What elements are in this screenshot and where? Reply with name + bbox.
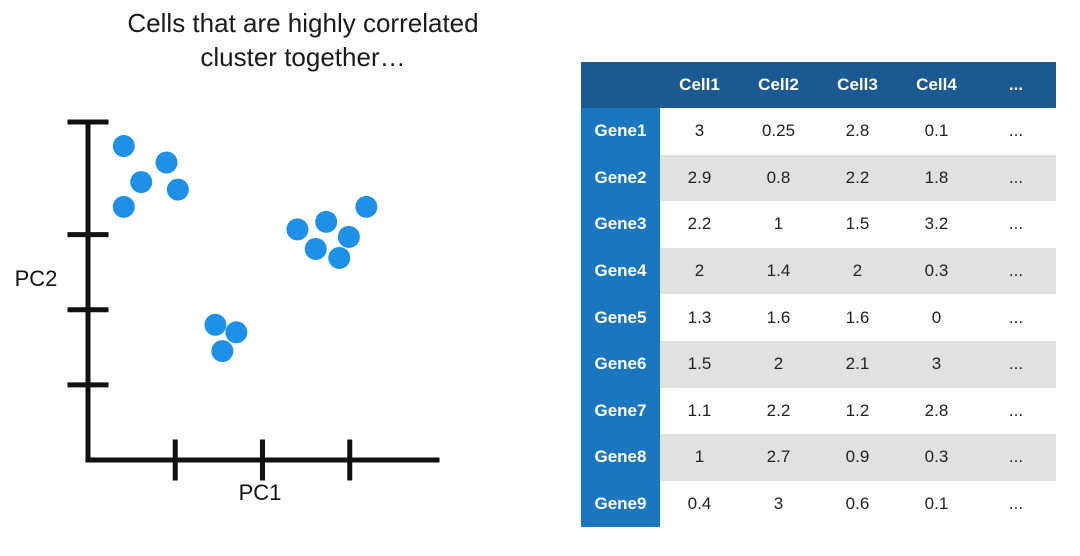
table-row: Gene5 1.3 1.6 1.6 0... (581, 294, 1056, 341)
table-cell: ... (976, 154, 1056, 202)
table-cell: 0.4 (660, 480, 739, 528)
table-cell: ... (976, 294, 1056, 341)
table-cell: 2 (818, 247, 897, 295)
table-corner-cell (581, 62, 660, 108)
table-cell: 2.9 (660, 154, 739, 202)
table-cell: 3.2 (897, 201, 976, 248)
table-cell: 0.6 (818, 480, 897, 528)
table-cell: 1.6 (739, 294, 818, 341)
row-header-5: Gene5 (581, 294, 660, 341)
row-header-9: Gene9 (581, 480, 660, 528)
table-cell: 0.9 (818, 434, 897, 481)
row-header-2: Gene2 (581, 154, 660, 202)
table-cell: 1.2 (818, 387, 897, 435)
table-cell: ... (976, 434, 1056, 481)
table-cell: ... (976, 201, 1056, 248)
cell-point-3 (130, 171, 153, 194)
scatter-points (112, 135, 378, 363)
headline-line-2: cluster together… (200, 42, 406, 72)
cell-point-13 (225, 321, 248, 344)
y-axis-label: PC2 (15, 266, 58, 291)
table-cell: 0 (897, 294, 976, 341)
table-cell: 2 (660, 247, 739, 295)
table-cell: ... (976, 387, 1056, 435)
cell-point-4 (166, 178, 189, 201)
cell-point-1 (112, 135, 135, 158)
table-cell: 2.1 (818, 340, 897, 388)
row-header-3: Gene3 (581, 201, 660, 248)
table-row: Gene3 2.2 1 1.5 3.2... (581, 201, 1056, 248)
table-cell: 0.1 (897, 480, 976, 528)
cell-point-14 (211, 340, 234, 363)
column-header-1: Cell1 (660, 62, 739, 108)
cell-point-10 (304, 237, 327, 260)
column-header-5: ... (976, 62, 1056, 108)
row-header-6: Gene6 (581, 340, 660, 388)
table-cell: 0.3 (897, 434, 976, 481)
table-row: Gene8 1 2.7 0.9 0.3... (581, 434, 1056, 481)
cell-point-8 (286, 218, 309, 241)
cell-point-12 (204, 313, 227, 336)
table-cell: 1.3 (660, 294, 739, 341)
cell-point-5 (112, 195, 135, 218)
cell-point-9 (337, 225, 360, 248)
table-cell: 1.5 (660, 340, 739, 388)
table-header-row: Cell1 Cell2 Cell3 Cell4... (581, 62, 1056, 108)
table-cell: 1.8 (897, 154, 976, 202)
table-cell: 2.2 (660, 201, 739, 248)
table-cell: ... (976, 480, 1056, 528)
table-cell: ... (976, 340, 1056, 388)
table-cell: ... (976, 108, 1056, 155)
headline: Cells that are highly correlated cluster… (88, 6, 518, 74)
table-row: Gene9 0.4 3 0.6 0.1... (581, 480, 1056, 528)
table-cell: 2.2 (818, 154, 897, 202)
table-row: Gene4 2 1.4 2 0.3... (581, 247, 1056, 295)
table-cell: 2.8 (897, 387, 976, 435)
table-cell: 1.5 (818, 201, 897, 248)
cell-point-6 (355, 195, 378, 218)
table-row: Gene1 3 0.25 2.8 0.1... (581, 108, 1056, 155)
table-cell: 3 (897, 340, 976, 388)
axes (67, 119, 440, 481)
table-cell: 1.4 (739, 247, 818, 295)
gene-expression-table-container: Cell1 Cell2 Cell3 Cell4... Gene1 3 0.25 2.8 0.1… (581, 62, 1056, 528)
table-cell: 2.7 (739, 434, 818, 481)
table-cell: 3 (739, 480, 818, 528)
table-body: Gene1 3 0.25 2.8 0.1... Gene2 2.9 0.8 2.2 1.8... G… (581, 108, 1056, 528)
table-cell: 2.8 (818, 108, 897, 155)
row-header-8: Gene8 (581, 434, 660, 481)
cell-point-11 (328, 246, 351, 269)
pca-scatter-plot: PC1 PC2 (15, 119, 440, 505)
table-cell: 0.1 (897, 108, 976, 155)
column-header-2: Cell2 (739, 62, 818, 108)
headline-line-1: Cells that are highly correlated (127, 8, 479, 38)
row-header-1: Gene1 (581, 108, 660, 155)
column-header-4: Cell4 (897, 62, 976, 108)
table-cell: 0.25 (739, 108, 818, 155)
table-cell: 3 (660, 108, 739, 155)
table-cell: 1.6 (818, 294, 897, 341)
table-cell: 0.3 (897, 247, 976, 295)
table-cell: 2 (739, 340, 818, 388)
table-cell: 1.1 (660, 387, 739, 435)
table-cell: 0.8 (739, 154, 818, 202)
table-row: Gene7 1.1 2.2 1.2 2.8... (581, 387, 1056, 435)
row-header-7: Gene7 (581, 387, 660, 435)
row-header-4: Gene4 (581, 247, 660, 295)
gene-expression-table: Cell1 Cell2 Cell3 Cell4... Gene1 3 0.25 2.8 0.1… (581, 62, 1056, 528)
table-cell: 2.2 (739, 387, 818, 435)
column-header-3: Cell3 (818, 62, 897, 108)
table-cell: 1 (739, 201, 818, 248)
cell-point-7 (315, 210, 338, 233)
x-axis-label: PC1 (239, 480, 282, 505)
table-cell: ... (976, 247, 1056, 295)
table-cell: 1 (660, 434, 739, 481)
table-row: Gene6 1.5 2 2.1 3... (581, 340, 1056, 388)
table-row: Gene2 2.9 0.8 2.2 1.8... (581, 154, 1056, 202)
cell-point-2 (155, 151, 178, 174)
